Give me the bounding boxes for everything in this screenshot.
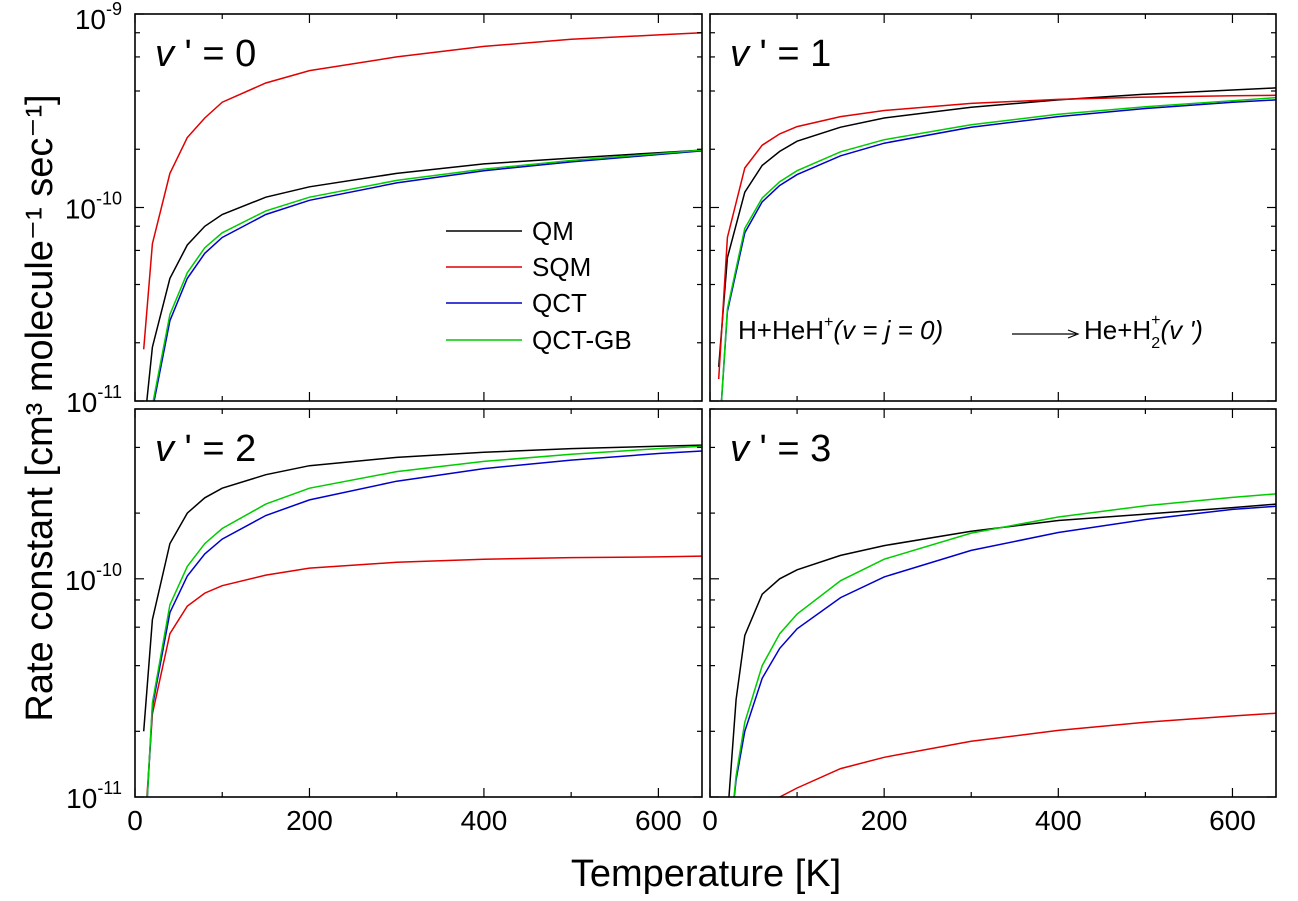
panel-label: v ' = 0 xyxy=(155,33,256,75)
legend-label-qm: QM xyxy=(532,216,574,246)
reaction-product: He+H xyxy=(1084,315,1151,345)
series-group xyxy=(142,32,702,401)
svg-text:He+H2+(v '): He+H2 +(v ') xyxy=(1084,312,1203,352)
series-line-qct-gb xyxy=(733,493,1276,797)
panel-3: v ' = 3 xyxy=(709,408,1277,798)
reaction-label: H+HeH+(v = j = 0) He+H2+(v ') xyxy=(738,312,1203,352)
panel-label: v ' = 2 xyxy=(155,428,256,470)
x-tick-label: 0 xyxy=(127,805,143,836)
series-line-sqm xyxy=(717,94,1276,380)
panel-frame xyxy=(709,408,1277,798)
x-tick-label: 600 xyxy=(635,805,682,836)
y-tick-label: 10-10 xyxy=(65,189,122,225)
reaction-arrowhead xyxy=(1067,329,1080,339)
legend-label-qct: QCT xyxy=(532,288,587,318)
x-tick-label: 200 xyxy=(286,805,333,836)
y-tick-label: 10-9 xyxy=(75,0,122,35)
reaction-product-subscript: 2 xyxy=(1151,335,1160,352)
series-line-qct-gb xyxy=(146,445,702,797)
series-line-qct-gb xyxy=(720,96,1276,401)
reaction-reactant: H+HeH xyxy=(738,315,824,345)
y-tick-label: 10-10 xyxy=(65,560,122,596)
reaction-reactant-state: (v = j = 0) xyxy=(833,315,943,345)
x-tick-label: 200 xyxy=(861,805,908,836)
panels: v ' = 0 v ' = 1 v ' = 2 v ' = 3 0 200 400 600 0 2… xyxy=(65,0,1277,836)
series-line-qm xyxy=(142,444,702,732)
y-tick-label: 10-11 xyxy=(66,382,122,418)
reaction-product-charge: + xyxy=(1151,312,1160,329)
x-tick-label: 400 xyxy=(461,805,508,836)
x-axis-label: Temperature [K] xyxy=(571,853,841,895)
series-line-sqm xyxy=(142,32,702,350)
series-line-sqm xyxy=(146,555,702,797)
panel-1: v ' = 1 xyxy=(709,13,1277,402)
panel-2: v ' = 2 xyxy=(134,408,703,798)
x-tick-label: 0 xyxy=(702,805,718,836)
x-tick-label: 400 xyxy=(1035,805,1082,836)
series-line-qm xyxy=(146,149,702,401)
series-line-qct-gb xyxy=(152,149,702,401)
series-line-qm xyxy=(728,503,1276,797)
legend-label-sqm: SQM xyxy=(532,252,591,282)
series-line-qct xyxy=(733,505,1276,797)
panel-label: v ' = 1 xyxy=(730,33,831,75)
legend-label-qct-gb: QCT-GB xyxy=(532,325,632,355)
series-group xyxy=(728,493,1276,797)
panel-0: v ' = 0 xyxy=(134,13,703,402)
panel-frame xyxy=(134,408,703,798)
panel-label: v ' = 3 xyxy=(730,428,831,470)
reaction-reactant-charge: + xyxy=(824,314,833,331)
series-line-qct xyxy=(720,99,1276,401)
x-tick-label: 600 xyxy=(1209,805,1256,836)
y-axis-label: Rate constant [cm³ molecule⁻¹ sec⁻¹] xyxy=(19,94,61,721)
legend: QM SQM QCT QCT-GB xyxy=(446,216,632,355)
y-tick-label: 10-11 xyxy=(66,778,122,814)
series-line-qct xyxy=(146,450,702,797)
series-line-sqm xyxy=(779,712,1276,797)
series-line-qct xyxy=(153,150,702,401)
reaction-product-state: (v ') xyxy=(1160,315,1203,345)
series-group xyxy=(717,87,1276,401)
series-group xyxy=(142,444,702,797)
svg-text:H+HeH+(v = j = 0): H+HeH+(v = j = 0) xyxy=(738,314,943,345)
series-line-qm xyxy=(717,87,1276,367)
